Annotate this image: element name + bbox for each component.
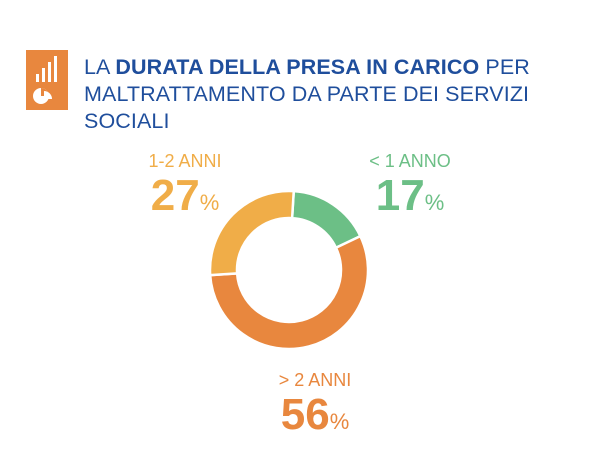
label-lt-1-anno: < 1 ANNO 17% <box>335 150 485 227</box>
label-unit: % <box>424 190 445 215</box>
title-suffix: PER <box>479 55 530 79</box>
chart-title: LA DURATA DELLA PRESA IN CARICO PER MALT… <box>84 54 586 135</box>
chart-header: LA DURATA DELLA PRESA IN CARICO PER MALT… <box>26 50 586 133</box>
label-category: 1-2 ANNI <box>148 151 222 171</box>
donut-slice--2-anni <box>208 234 370 351</box>
donut-chart <box>208 189 370 351</box>
label-unit: % <box>329 409 350 434</box>
title-prefix: LA <box>84 55 116 79</box>
label-category: > 2 ANNI <box>278 370 352 390</box>
label-value: 56 <box>280 390 330 439</box>
label-1-2-anni: 1-2 ANNI 27% <box>110 150 260 227</box>
title-line2: MALTRATTAMENTO DA PARTE DEI SERVIZI SOCI… <box>84 82 530 133</box>
label-gt-2-anni: > 2 ANNI 56% <box>240 369 390 446</box>
label-unit: % <box>199 190 220 215</box>
label-value-line: 56% <box>240 391 390 446</box>
label-value-line: 17% <box>335 172 485 227</box>
title-bold: DURATA DELLA PRESA IN CARICO <box>115 55 480 79</box>
label-value-line: 27% <box>110 172 260 227</box>
label-value: 27 <box>150 171 200 220</box>
bar-and-pie-chart-icon <box>26 50 68 110</box>
label-category: < 1 ANNO <box>369 151 451 171</box>
donut-slice-1-2-anni <box>208 189 296 277</box>
label-value: 17 <box>375 171 425 220</box>
donut-chart-area: 1-2 ANNI 27% < 1 ANNO 17% > 2 ANNI 56% <box>0 130 600 461</box>
